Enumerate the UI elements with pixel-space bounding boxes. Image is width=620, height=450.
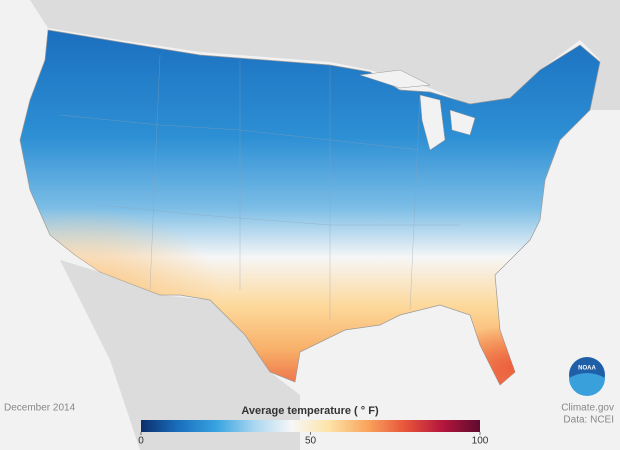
canada <box>0 0 620 110</box>
tick-label: 0 <box>138 436 144 447</box>
legend-title: Average temperature ( ° F) <box>241 405 379 417</box>
great-lakes <box>359 69 476 151</box>
mexico <box>60 260 300 450</box>
logo-wave <box>569 373 605 396</box>
source-credit: Climate.gov <box>561 403 614 414</box>
us-temperature-map <box>19 29 601 386</box>
logo-text: NOAA <box>578 366 596 372</box>
tick-label: 50 <box>305 436 317 447</box>
color-bar-ticks: 0 50 100 <box>138 432 489 447</box>
tick-label: 100 <box>472 436 489 447</box>
color-bar <box>141 420 480 432</box>
data-credit: Data: NCEI <box>563 415 614 426</box>
date-label: December 2014 <box>4 403 76 414</box>
noaa-logo: NOAA <box>569 357 605 396</box>
state-borders <box>59 54 460 320</box>
